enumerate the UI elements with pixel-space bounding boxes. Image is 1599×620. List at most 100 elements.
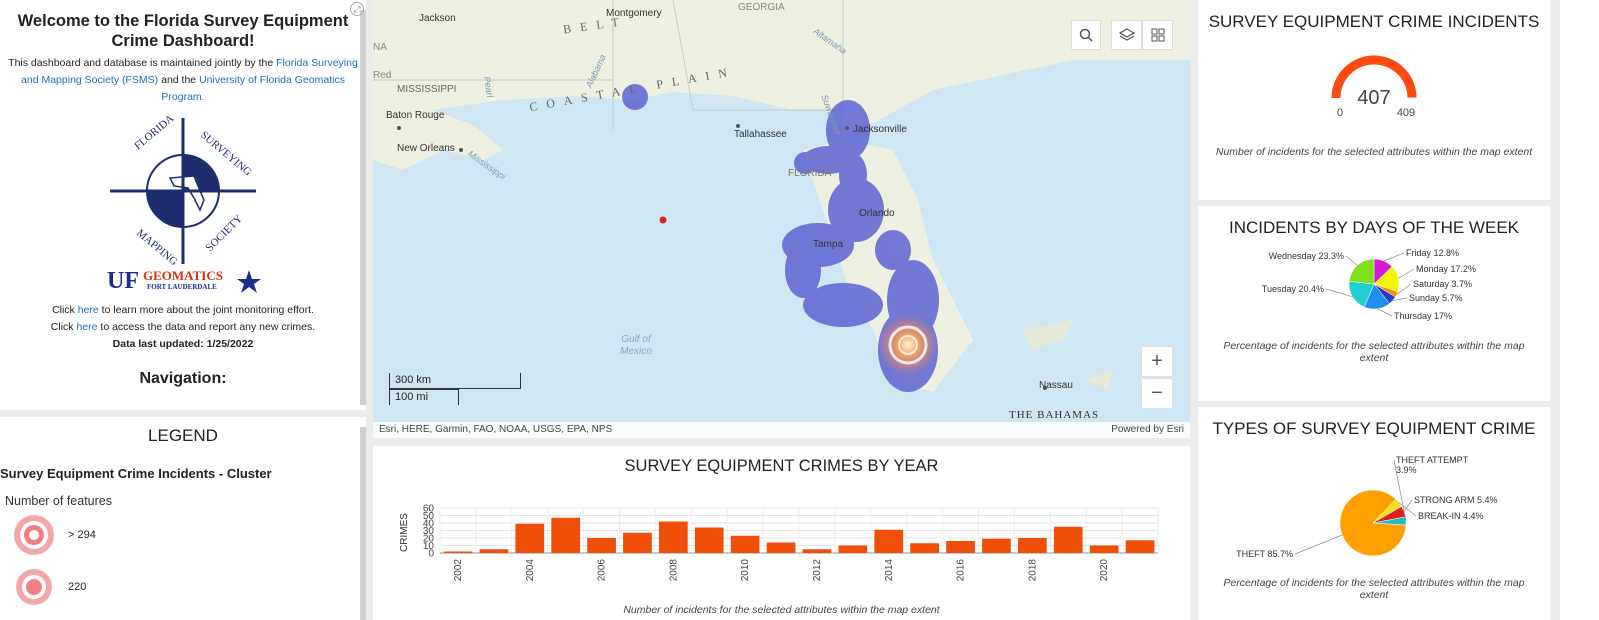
map-view[interactable]: Jackson Montgomery GEORGIA MISSISSIPPI B… bbox=[373, 0, 1190, 438]
click1-suffix: to learn more about the joint monitoring… bbox=[101, 304, 314, 316]
pie-label: STRONG ARM 5.4% bbox=[1414, 495, 1498, 505]
search-button[interactable] bbox=[1071, 20, 1101, 50]
bar[interactable] bbox=[479, 549, 509, 553]
map-label: MISSISSIPPI bbox=[397, 84, 457, 95]
types-pie-chart[interactable]: THEFT 85.7% BREAK-IN 4.4% STRONG ARM 5.4% T… bbox=[1198, 443, 1550, 563]
map-label: Red bbox=[373, 70, 392, 81]
svg-text:SOCIETY: SOCIETY bbox=[204, 213, 245, 254]
bar[interactable] bbox=[587, 538, 616, 553]
bar[interactable] bbox=[623, 532, 652, 553]
pie-label: THEFT ATTEMPT bbox=[1396, 455, 1469, 465]
svg-text:UF: UF bbox=[107, 268, 139, 294]
x-tick-label: 2014 bbox=[884, 559, 895, 582]
x-tick-label: 2010 bbox=[740, 559, 751, 582]
pie-label: THEFT 85.7% bbox=[1236, 549, 1293, 559]
cluster-large-icon bbox=[14, 515, 54, 555]
expand-icon[interactable]: ⤢ bbox=[350, 2, 364, 16]
scale-mi: 100 mi bbox=[389, 389, 459, 405]
map-label: Jackson bbox=[419, 13, 456, 24]
legend-item-label: > 294 bbox=[68, 529, 96, 541]
year-bar-chart[interactable]: 0 20 40 60 10 30 50 2002 2004 2006 2008 2010 2012 201… bbox=[373, 486, 1190, 620]
cluster-medium-icon bbox=[16, 569, 52, 605]
days-title: INCIDENTS BY DAYS OF THE WEEK bbox=[1229, 218, 1519, 237]
bar[interactable] bbox=[838, 545, 868, 554]
incidents-title: SURVEY EQUIPMENT CRIME INCIDENTS bbox=[1208, 12, 1540, 31]
basemap-gallery-button[interactable] bbox=[1142, 20, 1173, 50]
pie-leader-line bbox=[1294, 534, 1343, 555]
page-scrollbar[interactable] bbox=[1560, 0, 1599, 620]
svg-text:FORT LAUDERDALE: FORT LAUDERDALE bbox=[147, 283, 217, 291]
map-label: Montgomery bbox=[606, 8, 662, 19]
report-crime-text: Click here to access the data and report… bbox=[0, 319, 366, 336]
pie-label: Monday 17.2% bbox=[1416, 264, 1476, 274]
zoom-in-button[interactable]: + bbox=[1141, 346, 1173, 377]
bar[interactable] bbox=[946, 541, 975, 553]
pie-leader-line bbox=[1398, 268, 1415, 279]
map-label: New Orleans bbox=[397, 143, 455, 154]
incidents-caption: Number of incidents for the selected att… bbox=[1215, 146, 1533, 158]
bar[interactable] bbox=[910, 543, 940, 553]
click2-prefix: Click bbox=[50, 321, 74, 333]
bar[interactable] bbox=[1089, 545, 1119, 554]
bar[interactable] bbox=[766, 542, 796, 554]
x-tick-label: 2020 bbox=[1099, 559, 1110, 582]
pie-label: Tuesday 20.4% bbox=[1262, 284, 1324, 294]
pie-leader-line bbox=[1383, 252, 1405, 262]
y-axis-label: CRIMES bbox=[399, 513, 410, 552]
legend-item: > 294 bbox=[12, 514, 366, 556]
legend-panel: LEGEND Survey Equipment Crime Incidents … bbox=[0, 417, 366, 620]
bar[interactable] bbox=[1125, 540, 1155, 553]
legend-item: 220 bbox=[12, 566, 366, 608]
pie-leader-line bbox=[1377, 308, 1393, 317]
x-tick-label: 2008 bbox=[668, 559, 679, 582]
pie-slice[interactable] bbox=[1348, 258, 1375, 285]
uf-geomatics-logo: UF GEOMATICS FORT LAUDERDALE bbox=[103, 266, 263, 296]
bar[interactable] bbox=[551, 517, 581, 553]
x-tick-label: 2002 bbox=[453, 559, 464, 582]
bar[interactable] bbox=[730, 535, 760, 553]
pie-label: 3.9% bbox=[1396, 465, 1417, 475]
legend-subtitle: Number of features bbox=[5, 494, 112, 508]
pie-leader-line bbox=[1392, 297, 1408, 301]
bar[interactable] bbox=[1053, 526, 1083, 553]
pie-leader-line bbox=[1398, 502, 1417, 517]
pie-label: Wednesday 23.3% bbox=[1269, 251, 1344, 261]
pie-leader-line bbox=[1396, 283, 1412, 295]
basemap[interactable] bbox=[373, 0, 1190, 438]
intro-text: This dashboard and database is maintaine… bbox=[0, 55, 366, 106]
learn-more-text: Click here to learn more about the joint… bbox=[0, 302, 366, 319]
map-label: Gulf of Mexico bbox=[620, 334, 652, 357]
scale-km: 300 km bbox=[389, 373, 521, 389]
bar[interactable] bbox=[874, 529, 904, 553]
legend-scrollbar[interactable] bbox=[360, 427, 366, 620]
bar[interactable] bbox=[1017, 538, 1047, 553]
welcome-scrollbar[interactable] bbox=[360, 10, 366, 405]
days-pie-chart[interactable]: Friday 12.8% Monday 17.2% Saturday 3.7% Sun… bbox=[1198, 246, 1550, 336]
click1-prefix: Click bbox=[52, 304, 75, 316]
bar[interactable] bbox=[982, 538, 1011, 553]
year-chart-panel: SURVEY EQUIPMENT CRIMES BY YEAR 0 20 40 60 1… bbox=[373, 446, 1190, 620]
bar[interactable] bbox=[802, 549, 832, 553]
learn-more-link[interactable]: here bbox=[77, 304, 99, 316]
report-crime-link[interactable]: here bbox=[76, 321, 98, 333]
bar[interactable] bbox=[694, 527, 724, 554]
pie-leader-line bbox=[1325, 288, 1353, 298]
svg-text:FLORIDA: FLORIDA bbox=[132, 116, 176, 152]
bar[interactable] bbox=[658, 521, 688, 554]
y-tick-label: 30 bbox=[423, 526, 435, 537]
layers-button[interactable] bbox=[1111, 20, 1142, 50]
bar[interactable] bbox=[443, 551, 473, 554]
map-label: Tampa bbox=[813, 239, 844, 250]
gauge-min: 0 bbox=[1337, 107, 1343, 119]
fsms-logo: FLORIDA SURVEYING MAPPING SOCIETY bbox=[108, 112, 258, 268]
powered-by[interactable]: Powered by Esri bbox=[1111, 424, 1184, 435]
bar[interactable] bbox=[515, 523, 545, 553]
map-label: Tallahassee bbox=[734, 129, 787, 140]
uf-geomatics-link[interactable]: University of Florida Geomatics Program. bbox=[161, 74, 345, 103]
zoom-out-button[interactable]: − bbox=[1141, 378, 1173, 409]
layers-icon bbox=[1118, 28, 1135, 41]
svg-text:GEOMATICS: GEOMATICS bbox=[143, 268, 223, 283]
fsms-link[interactable]: Florida Surveying and Mapping Society (F… bbox=[21, 57, 358, 86]
svg-text:MAPPING: MAPPING bbox=[134, 227, 180, 266]
gauge-fill bbox=[1331, 55, 1417, 99]
